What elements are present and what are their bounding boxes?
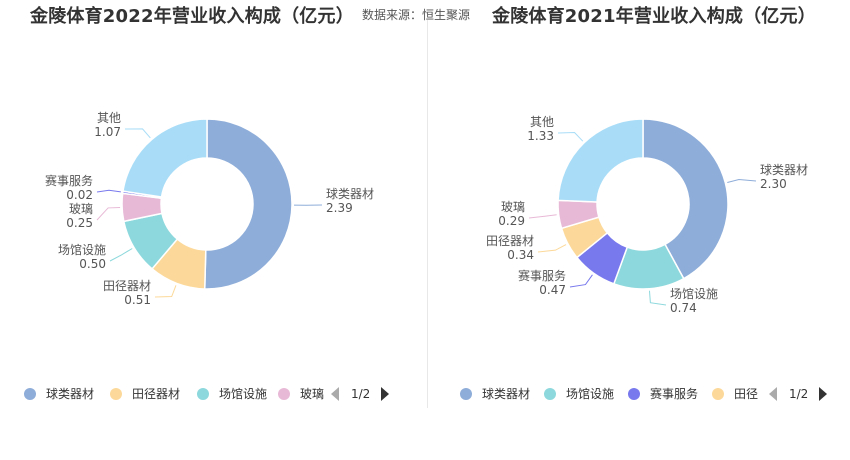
legend-prev-arrow-icon[interactable]: [769, 387, 777, 401]
legend-label: 赛事服务: [650, 386, 698, 401]
slice-value-label: 0.74: [670, 301, 697, 315]
slice-name-label: 场馆设施: [670, 286, 718, 301]
panel-divider: [427, 20, 428, 408]
label-line: [154, 285, 177, 298]
chart-title-2022: 金陵体育2022年营业收入构成（亿元）: [30, 6, 354, 27]
slice-name-label: 赛事服务: [518, 268, 566, 283]
label-line: [109, 248, 133, 262]
legend-swatch: [197, 388, 209, 400]
legend-swatch: [712, 388, 724, 400]
slice-value-label: 0.02: [66, 188, 93, 202]
legend-swatch: [628, 388, 640, 400]
legend-item[interactable]: 场馆设施: [544, 386, 614, 401]
slice-name-label: 田径器材: [103, 279, 151, 293]
legend-swatch: [460, 388, 472, 400]
legend-next-arrow-icon[interactable]: [381, 387, 389, 401]
slice-value-label: 0.25: [66, 216, 93, 230]
legend-item[interactable]: 田径: [712, 387, 758, 401]
label-line: [96, 189, 121, 193]
legend-swatch: [110, 388, 122, 400]
legend-label: 球类器材: [46, 387, 94, 401]
slice-value-label: 0.34: [507, 248, 534, 262]
legend-page-indicator: 1/2: [351, 387, 370, 401]
data-source-note: 数据来源：恒生聚源: [362, 8, 471, 22]
label-line: [557, 131, 584, 142]
slice-name-label: 玻璃: [501, 200, 525, 214]
label-line: [96, 206, 121, 221]
label-line: [569, 274, 593, 288]
legend-1: 球类器材 场馆设施 赛事服务 田径 1/2: [460, 386, 827, 401]
slice-name-label: 球类器材: [760, 163, 808, 177]
slice-name-label: 球类器材: [326, 187, 374, 201]
legend-label: 球类器材: [482, 387, 530, 401]
legend-next-arrow-icon[interactable]: [819, 387, 827, 401]
legend-label: 场馆设施: [566, 386, 614, 401]
legend-0: 球类器材 田径器材 场馆设施 玻璃 1/2: [24, 386, 389, 401]
legend-swatch: [24, 388, 36, 400]
label-line: [124, 128, 151, 139]
slice-value-label: 2.30: [760, 177, 787, 191]
legend-item[interactable]: 球类器材: [460, 387, 530, 401]
slice-value-label: 2.39: [326, 201, 353, 215]
slice-value-label: 0.51: [124, 293, 151, 307]
label-line: [648, 290, 667, 306]
slice-其他[interactable]: [122, 118, 208, 198]
legend-item[interactable]: 赛事服务: [628, 386, 698, 401]
slice-其他[interactable]: [557, 118, 644, 203]
legend-label: 田径器材: [132, 387, 180, 401]
legend-item[interactable]: 场馆设施: [197, 386, 267, 401]
slice-value-label: 0.47: [539, 283, 566, 297]
slice-value-label: 0.29: [498, 214, 525, 228]
slice-value-label: 0.50: [79, 257, 106, 271]
label-line: [537, 244, 567, 253]
slice-name-label: 其他: [530, 115, 554, 129]
slice-球类器材[interactable]: [642, 118, 729, 280]
legend-label: 场馆设施: [219, 386, 267, 401]
slice-name-label: 田径器材: [486, 234, 534, 248]
legend-item[interactable]: 玻璃: [278, 387, 324, 401]
legend-swatch: [278, 388, 290, 400]
legend-prev-arrow-icon[interactable]: [331, 387, 339, 401]
slice-value-label: 1.07: [94, 125, 121, 139]
slice-name-label: 其他: [97, 111, 121, 125]
legend-swatch: [544, 388, 556, 400]
legend-item[interactable]: 田径器材: [110, 387, 180, 401]
slice-name-label: 赛事服务: [45, 173, 93, 188]
chart-title-2021: 金陵体育2021年营业收入构成（亿元）: [492, 6, 816, 27]
slice-name-label: 场馆设施: [58, 242, 106, 257]
slice-value-label: 1.33: [527, 129, 554, 143]
legend-label: 田径: [734, 387, 758, 401]
legend-item[interactable]: 球类器材: [24, 387, 94, 401]
label-line: [727, 179, 757, 183]
slice-name-label: 玻璃: [69, 202, 93, 216]
legend-label: 玻璃: [300, 387, 324, 401]
label-line: [528, 214, 557, 219]
legend-page-indicator: 1/2: [789, 387, 808, 401]
slice-球类器材[interactable]: [203, 118, 293, 290]
